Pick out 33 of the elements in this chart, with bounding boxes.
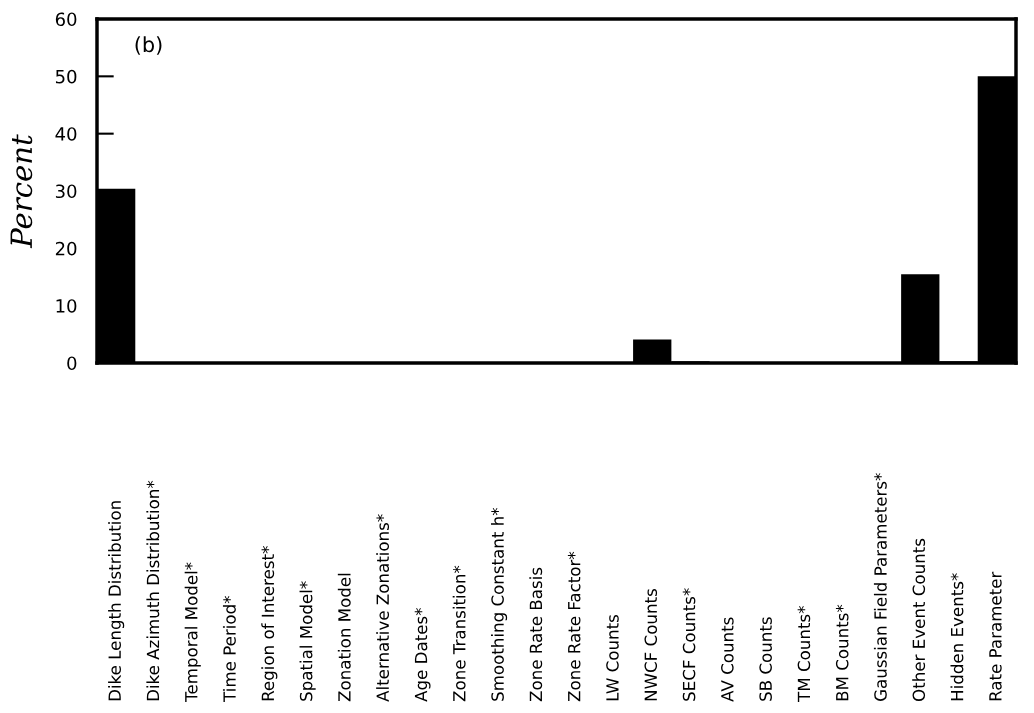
x-tick-label: Gaussian Field Parameters* <box>873 473 887 701</box>
x-tick-label: Dike Length Distribution <box>108 501 125 701</box>
y-tick-label: 10 <box>56 299 77 313</box>
annotation: (b) <box>135 36 162 55</box>
x-tick-label: Hidden Events* <box>950 573 964 701</box>
x-tick-label: NWCF Counts <box>644 589 658 701</box>
y-axis-title: Percent <box>10 134 33 249</box>
x-tick-label: Temporal Model* <box>184 562 201 702</box>
y-tick-label: 60 <box>55 12 77 27</box>
x-tick-label: TM Counts* <box>797 606 811 702</box>
x-tick-label: Spatial Model* <box>299 581 316 701</box>
x-tick-label: SB Counts <box>759 617 772 701</box>
x-tick-label: Smoothing Constant h* <box>491 507 508 701</box>
x-tick-label: Other Event Counts <box>912 538 926 701</box>
x-tick-label: Region of Interest* <box>261 546 278 701</box>
x-tick-label: Time Period* <box>222 596 236 702</box>
x-tick-label: Dike Azimuth Distribution* <box>146 480 160 701</box>
x-tick-label: Alternative Zonations* <box>376 514 390 702</box>
x-tick-label: Rate Parameter <box>989 571 1002 701</box>
y-tick-label: 0 <box>67 356 77 371</box>
y-tick-label: 30 <box>55 184 77 199</box>
x-tick-label: LW Counts <box>606 614 619 701</box>
x-tick-label: Zonation Model <box>337 573 351 702</box>
y-tick-label: 50 <box>55 69 77 84</box>
x-tick-label: Age Dates* <box>414 608 431 702</box>
x-tick-label: AV Counts <box>721 617 734 702</box>
y-tick-label: 40 <box>55 127 77 141</box>
y-tick-label: 20 <box>55 241 77 256</box>
x-tick-label: Zone Rate Factor* <box>567 551 581 702</box>
x-tick-label: SECF Counts* <box>682 588 696 701</box>
x-tick-label: Zone Transition* <box>452 565 466 702</box>
x-tick-label: BM Counts* <box>835 604 849 701</box>
x-tick-label: Zone Rate Basis <box>529 567 543 702</box>
